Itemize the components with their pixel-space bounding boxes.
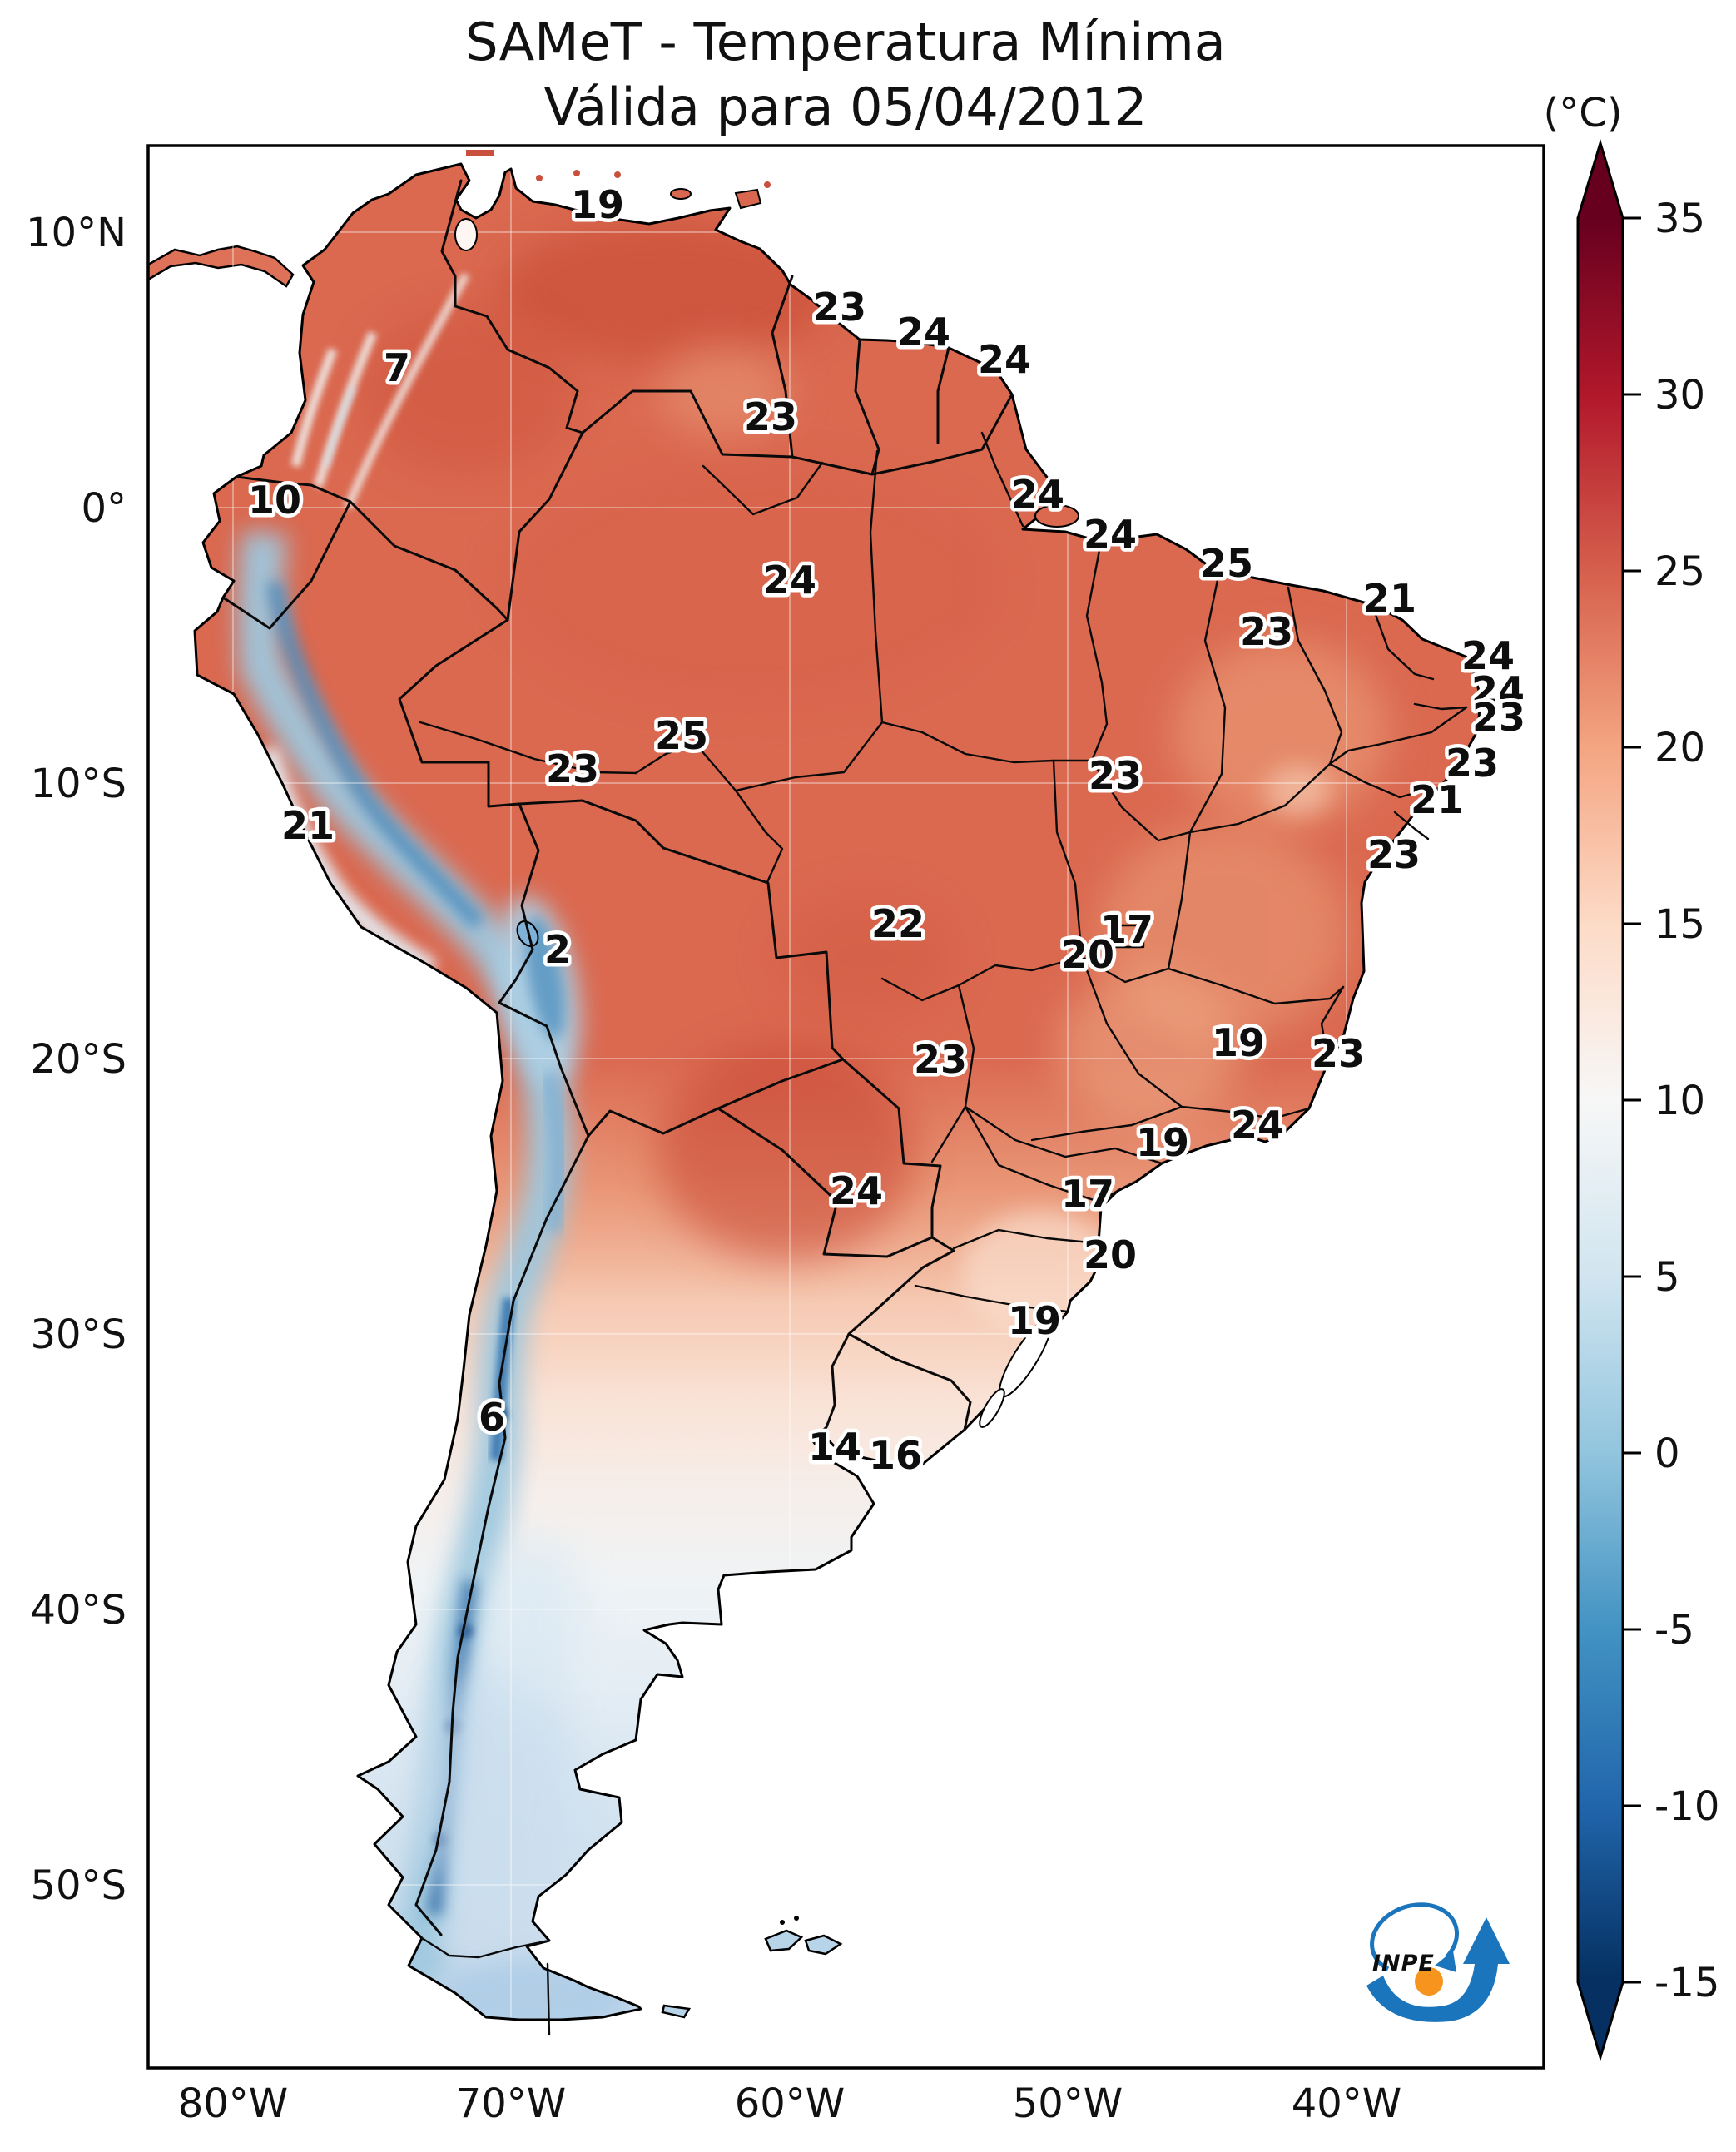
colorbar-ticks: 35 30 25 20 15 10 5 0 -5 -10 -15 (1623, 196, 1719, 2006)
station-temp-label: 25 (1200, 541, 1253, 586)
inpe-logo: INPE (1366, 1905, 1510, 2022)
colorbar-tick-label: -5 (1654, 1607, 1694, 1654)
station-temp-label: 24 (1011, 472, 1064, 517)
station-temp-label: 24 (763, 558, 816, 602)
y-axis-tick-label: 40°S (30, 1587, 126, 1634)
y-axis-tick-label: 10°N (26, 210, 126, 256)
station-temp-label: 25 (655, 713, 708, 758)
station-temp-label: 23 (744, 394, 797, 439)
colorbar-tick-label: 20 (1654, 725, 1705, 771)
y-axis-tick-label: 20°S (30, 1036, 126, 1083)
figure-title-line1: SAMeT - Temperatura Mínima (465, 12, 1226, 72)
station-temp-label: 24 (830, 1168, 883, 1213)
station-temp-label: 17 (1061, 1172, 1114, 1217)
inpe-logo-text: INPE (1372, 1951, 1435, 1976)
station-temp-label: 20 (1084, 1232, 1137, 1277)
colorbar-tick-label: 35 (1654, 196, 1705, 242)
x-axis-ticks: 80°W 70°W 60°W 50°W 40°W (178, 2080, 1402, 2127)
x-axis-tick-label: 70°W (456, 2080, 567, 2127)
station-temp-label: 23 (1089, 753, 1142, 798)
station-temp-label: 24 (1084, 512, 1137, 557)
colorbar-tick-label: 5 (1654, 1254, 1680, 1301)
colorbar-unit-label: (°C) (1544, 90, 1623, 136)
colorbar-tick-label: 10 (1654, 1078, 1705, 1124)
station-temp-label: 19 (1136, 1120, 1189, 1165)
station-temp-label: 23 (1472, 695, 1525, 740)
colorbar-tick-label: -10 (1654, 1783, 1719, 1830)
station-temp-label: 21 (1411, 777, 1464, 822)
station-temp-label: 24 (1231, 1103, 1284, 1148)
station-temp-label: 21 (281, 803, 335, 848)
colorbar-tick-label: 15 (1654, 901, 1705, 948)
station-temp-label: 23 (1367, 832, 1421, 877)
station-temp-label: 19 (1212, 1020, 1265, 1065)
central-america-land (148, 246, 293, 286)
station-temp-label: 23 (914, 1037, 967, 1082)
station-temp-label: 7 (384, 345, 410, 390)
station-temp-label: 19 (571, 182, 624, 227)
station-temp-label: 20 (1061, 932, 1114, 977)
colorbar-bar (1578, 143, 1623, 2057)
weather-map-figure: SAMeT - Temperatura Mínima Válida para 0… (0, 0, 1736, 2152)
y-axis-tick-label: 50°S (30, 1862, 126, 1909)
x-axis-tick-label: 50°W (1013, 2080, 1123, 2127)
colorbar-tick-label: 30 (1654, 372, 1705, 419)
y-axis-ticks: 10°N 0° 10°S 20°S 30°S 40°S 50°S (26, 210, 126, 1909)
station-temp-label: 23 (813, 285, 866, 330)
station-temp-label: 14 (808, 1425, 861, 1470)
x-axis-tick-label: 80°W (178, 2080, 289, 2127)
colorbar-tick-label: 25 (1654, 548, 1705, 595)
colorbar-tick-label: -15 (1654, 1960, 1719, 2006)
y-axis-tick-label: 0° (81, 485, 126, 532)
station-temp-label: 24 (897, 310, 950, 355)
station-temp-label: 6 (479, 1395, 505, 1440)
station-temp-label: 16 (869, 1433, 922, 1478)
inpe-orbit-arrowhead-icon (1435, 1951, 1456, 1972)
y-axis-tick-label: 30°S (30, 1312, 126, 1358)
x-axis-tick-label: 40°W (1292, 2080, 1402, 2127)
colorbar-tick-label: 0 (1654, 1431, 1680, 1477)
station-temp-label: 2 (544, 927, 571, 972)
figure-title-line2: Válida para 05/04/2012 (544, 77, 1148, 137)
x-axis-tick-label: 60°W (735, 2080, 846, 2127)
colorbar: 35 30 25 20 15 10 5 0 -5 -10 -15 (°C) (1544, 90, 1720, 2057)
station-temp-label: 19 (1008, 1298, 1061, 1343)
station-temp-label: 21 (1363, 576, 1416, 621)
station-temp-label: 24 (978, 337, 1031, 382)
station-temp-label: 10 (248, 478, 301, 523)
station-temp-label: 22 (871, 901, 925, 946)
station-temp-label: 23 (1312, 1031, 1365, 1076)
y-axis-tick-label: 10°S (30, 761, 126, 807)
station-temp-label: 23 (546, 746, 599, 791)
map-panel: 1971023242423242425242123242423232123252… (148, 146, 1544, 2069)
map-canvas: 1971023242423242425242123242423232123252… (148, 146, 1544, 2069)
station-temp-label: 23 (1240, 609, 1293, 654)
